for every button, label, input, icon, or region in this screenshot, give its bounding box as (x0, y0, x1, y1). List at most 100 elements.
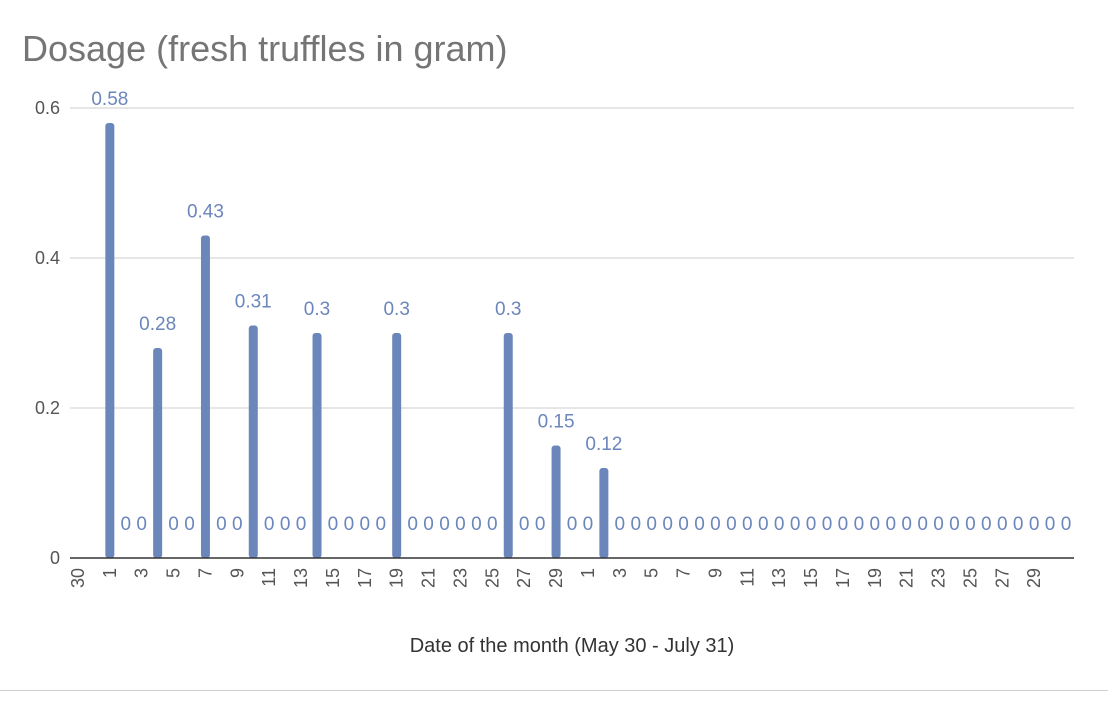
data-label: 0 (487, 514, 498, 535)
data-label: 0 (136, 514, 147, 535)
data-label: 0 (1061, 514, 1072, 535)
data-label: 0 (933, 514, 944, 535)
bar (248, 325, 258, 558)
data-label: 0.43 (187, 202, 224, 223)
x-tick-label: 3 (132, 568, 152, 578)
data-label: 0 (423, 514, 434, 535)
x-tick-label: 3 (610, 568, 630, 578)
data-label: 0 (822, 514, 833, 535)
data-label: 0 (854, 514, 865, 535)
x-tick-label: 9 (227, 568, 247, 578)
data-label: 0 (328, 514, 339, 535)
data-label: 0 (471, 514, 482, 535)
data-label: 0 (615, 514, 626, 535)
bar (105, 123, 115, 558)
data-label: 0 (949, 514, 960, 535)
x-tick-label: 1 (578, 568, 598, 578)
data-label: 0.3 (495, 299, 521, 320)
data-label: 0 (455, 514, 466, 535)
data-label: 0.12 (585, 434, 622, 455)
x-tick-label: 7 (674, 568, 694, 578)
x-tick-label: 5 (642, 568, 662, 578)
x-tick-label: 1 (100, 568, 120, 578)
data-label: 0 (1013, 514, 1024, 535)
x-tick-label: 25 (960, 568, 980, 588)
bar (599, 468, 609, 558)
x-tick-label: 27 (514, 568, 534, 588)
data-label: 0 (838, 514, 849, 535)
data-label: 0 (344, 514, 355, 535)
data-label: 0 (184, 514, 195, 535)
data-label: 0 (694, 514, 705, 535)
x-tick-label: 9 (705, 568, 725, 578)
data-label: 0 (375, 514, 386, 535)
data-label: 0 (168, 514, 179, 535)
data-label: 0 (742, 514, 753, 535)
data-label: 0 (726, 514, 737, 535)
data-label: 0.58 (91, 89, 128, 110)
bottom-divider (0, 690, 1108, 701)
data-label: 0.3 (383, 299, 409, 320)
data-label: 0 (535, 514, 546, 535)
data-label: 0 (120, 514, 131, 535)
x-tick-label: 19 (387, 568, 407, 588)
data-label: 0 (439, 514, 450, 535)
data-label: 0.15 (538, 412, 575, 433)
data-label: 0 (646, 514, 657, 535)
y-tick-label: 0 (50, 548, 60, 568)
x-tick-label: 21 (897, 568, 917, 588)
bar (312, 333, 322, 558)
data-label: 0 (232, 514, 243, 535)
y-tick-label: 0.6 (35, 98, 60, 118)
data-label: 0 (901, 514, 912, 535)
x-tick-label: 27 (992, 568, 1012, 588)
x-tick-label: 13 (769, 568, 789, 588)
x-tick-label: 11 (259, 568, 279, 587)
x-tick-label: 7 (195, 568, 215, 578)
data-label: 0 (360, 514, 371, 535)
x-tick-label: 17 (833, 568, 853, 588)
data-label: 0 (1045, 514, 1056, 535)
data-label: 0 (917, 514, 928, 535)
x-tick-label: 5 (164, 568, 184, 578)
y-tick-label: 0.4 (35, 248, 60, 268)
x-tick-label: 15 (323, 568, 343, 588)
x-tick-label: 30 (68, 568, 88, 588)
data-label: 0.3 (304, 299, 330, 320)
data-label: 0 (519, 514, 530, 535)
x-tick-label: 29 (1024, 568, 1044, 588)
data-label: 0 (790, 514, 801, 535)
bar (503, 333, 513, 558)
bar (153, 348, 163, 558)
data-label: 0.28 (139, 314, 176, 335)
x-tick-label: 11 (737, 568, 757, 587)
x-tick-label: 23 (450, 568, 470, 588)
y-tick-label: 0.2 (35, 398, 60, 418)
data-label: 0 (630, 514, 641, 535)
data-label: 0 (662, 514, 673, 535)
x-axis-title: Date of the month (May 30 - July 31) (410, 635, 735, 657)
data-label: 0 (806, 514, 817, 535)
data-label: 0 (678, 514, 689, 535)
data-label: 0 (216, 514, 227, 535)
data-label: 0 (264, 514, 275, 535)
chart-title: Dosage (fresh truffles in gram) (22, 28, 508, 69)
x-tick-label: 13 (291, 568, 311, 588)
bar (200, 235, 210, 558)
bar (551, 445, 561, 558)
x-tick-label: 15 (801, 568, 821, 588)
data-label: 0 (997, 514, 1008, 535)
x-tick-label: 17 (355, 568, 375, 588)
data-label: 0 (710, 514, 721, 535)
data-label: 0.31 (235, 292, 272, 313)
data-label: 0 (407, 514, 418, 535)
data-label: 0 (567, 514, 578, 535)
x-tick-label: 25 (482, 568, 502, 588)
x-tick-label: 23 (929, 568, 949, 588)
data-label: 0 (870, 514, 881, 535)
data-label: 0 (583, 514, 594, 535)
data-label: 0 (885, 514, 896, 535)
data-label: 0 (296, 514, 307, 535)
data-label: 0 (774, 514, 785, 535)
